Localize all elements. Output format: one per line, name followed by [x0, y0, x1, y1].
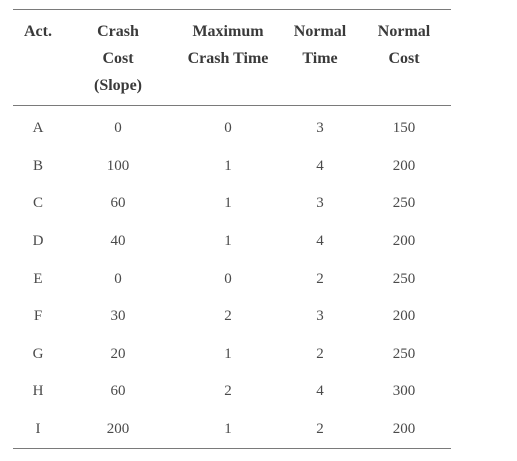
cell-crash-cost: 20 — [110, 345, 126, 362]
cell-act: H — [32, 383, 44, 400]
cell-max-crash-time: 2 — [224, 308, 232, 325]
table-row: F 30 2 3 200 — [13, 298, 451, 336]
cell-normal-time: 4 — [316, 233, 324, 250]
cell-act: I — [35, 421, 41, 438]
cell-crash-cost: 0 — [114, 270, 122, 287]
cell-normal-time: 4 — [316, 383, 324, 400]
crash-cost-table-container: Act. Crash Cost (Slope) Maximum Crash Ti… — [13, 9, 451, 449]
header-crash-cost-line-1: Crash — [97, 23, 139, 40]
cell-normal-cost: 250 — [392, 345, 416, 362]
header-normal-time-line-1: Normal — [293, 23, 347, 40]
cell-crash-cost: 60 — [110, 195, 126, 212]
cell-act: G — [32, 345, 44, 362]
header-row: Act. Crash Cost (Slope) Maximum Crash Ti… — [13, 9, 451, 106]
cell-max-crash-time: 1 — [224, 345, 232, 362]
table-row: E 0 0 2 250 — [13, 260, 451, 298]
cell-crash-cost: 100 — [106, 157, 130, 174]
cell-normal-time: 3 — [316, 195, 324, 212]
cell-max-crash-time: 1 — [224, 421, 232, 438]
cell-act: E — [33, 270, 43, 287]
cell-normal-cost: 200 — [392, 421, 416, 438]
cell-max-crash-time: 0 — [224, 270, 232, 287]
header-normal-time: Normal Time — [283, 10, 357, 106]
table-body: A 0 0 3 150 B 100 1 4 200 C 60 1 3 250 — [13, 106, 451, 449]
table-row: C 60 1 3 250 — [13, 185, 451, 223]
cell-normal-time: 3 — [316, 308, 324, 325]
cell-normal-cost: 150 — [392, 120, 416, 137]
cell-max-crash-time: 1 — [224, 233, 232, 250]
cell-act: B — [32, 157, 43, 174]
header-normal-cost-line-1: Normal — [377, 23, 431, 40]
header-act: Act. — [13, 10, 63, 106]
header-normal-cost: Normal Cost — [357, 10, 451, 106]
cell-max-crash-time: 1 — [224, 157, 232, 174]
cell-act: A — [32, 120, 44, 137]
crash-cost-table: Act. Crash Cost (Slope) Maximum Crash Ti… — [13, 9, 451, 449]
cell-normal-time: 2 — [316, 270, 324, 287]
cell-crash-cost: 60 — [110, 383, 126, 400]
header-max-crash-time-line-2: Crash Time — [187, 50, 269, 67]
cell-act: F — [33, 308, 43, 325]
header-act-line-1: Act. — [24, 23, 52, 40]
cell-normal-time: 3 — [316, 120, 324, 137]
cell-act: C — [32, 195, 43, 212]
cell-max-crash-time: 0 — [224, 120, 232, 137]
cell-max-crash-time: 1 — [224, 195, 232, 212]
table-row: D 40 1 4 200 — [13, 223, 451, 261]
cell-crash-cost: 0 — [114, 120, 122, 137]
cell-normal-time: 2 — [316, 421, 324, 438]
cell-normal-cost: 250 — [392, 270, 416, 287]
header-max-crash-time: Maximum Crash Time — [173, 10, 283, 106]
header-max-crash-time-line-1: Maximum — [192, 23, 264, 40]
cell-normal-time: 4 — [316, 157, 324, 174]
cell-max-crash-time: 2 — [224, 383, 232, 400]
header-crash-cost: Crash Cost (Slope) — [63, 10, 173, 106]
table-header: Act. Crash Cost (Slope) Maximum Crash Ti… — [13, 9, 451, 106]
cell-normal-cost: 300 — [392, 383, 416, 400]
table-row: H 60 2 4 300 — [13, 373, 451, 411]
cell-normal-cost: 200 — [392, 157, 416, 174]
header-crash-cost-line-3: (Slope) — [94, 77, 142, 94]
cell-normal-cost: 200 — [392, 308, 416, 325]
cell-normal-cost: 250 — [392, 195, 416, 212]
cell-crash-cost: 200 — [106, 421, 130, 438]
table-row: A 0 0 3 150 — [13, 106, 451, 148]
header-crash-cost-line-2: Cost — [102, 50, 134, 67]
header-normal-time-line-2: Time — [302, 50, 338, 67]
cell-normal-time: 2 — [316, 345, 324, 362]
table-row: G 20 1 2 250 — [13, 336, 451, 374]
header-normal-cost-line-2: Cost — [388, 50, 420, 67]
cell-crash-cost: 40 — [110, 233, 126, 250]
cell-crash-cost: 30 — [110, 308, 126, 325]
table-row: B 100 1 4 200 — [13, 148, 451, 186]
cell-act: D — [32, 233, 44, 250]
cell-normal-cost: 200 — [392, 233, 416, 250]
table-row: I 200 1 2 200 — [13, 411, 451, 449]
